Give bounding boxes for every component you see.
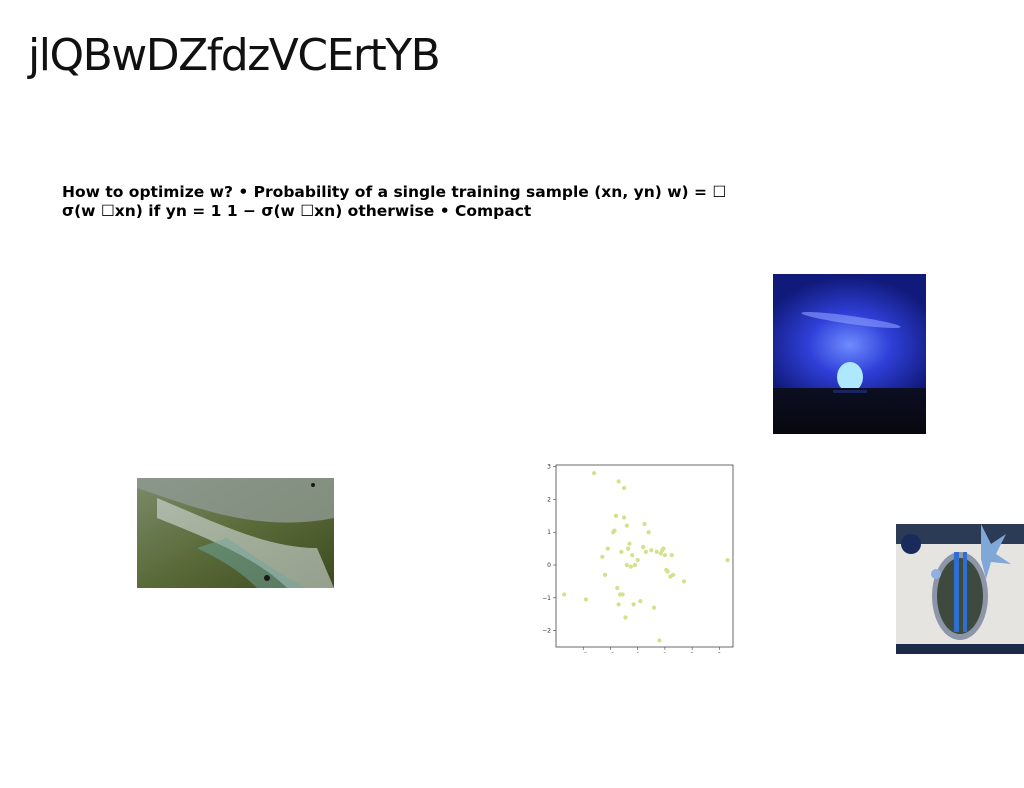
y-tick-label: 0 xyxy=(547,562,551,569)
scatter-point xyxy=(641,544,646,550)
scatter-chart-svg: −2 −1 0 1 2 3 −2 −1 0 1 2 3 xyxy=(542,464,734,653)
body-text: How to optimize w? • Probability of a si… xyxy=(62,183,727,220)
scatter-point xyxy=(583,597,589,602)
scatter-point xyxy=(621,515,627,520)
plot-frame xyxy=(555,464,734,648)
scatter-point xyxy=(615,585,620,591)
scatter-chart: −2 −1 0 1 2 3 −2 −1 0 1 2 3 xyxy=(535,458,740,653)
scatter-point xyxy=(621,485,627,491)
scatter-point xyxy=(626,546,631,551)
scatter-point xyxy=(669,553,674,558)
scatter-point xyxy=(617,592,623,597)
x-tick-label: −2 xyxy=(579,652,588,653)
scatter-point xyxy=(635,557,640,563)
y-tick-label: 2 xyxy=(547,496,551,503)
y-tick-label: 3 xyxy=(547,464,551,471)
y-tick-label: 1 xyxy=(547,529,551,536)
x-tick-label: 2 xyxy=(690,652,694,653)
scatter-point xyxy=(630,553,635,558)
scatter-point xyxy=(654,549,659,555)
scatter-point xyxy=(632,562,638,568)
x-tick-label: −1 xyxy=(606,652,615,653)
scatter-point xyxy=(562,592,567,597)
scatter-point xyxy=(661,546,666,551)
scatter-point xyxy=(613,513,619,518)
x-tick-label: 0 xyxy=(636,652,640,653)
scatter-point xyxy=(628,564,633,569)
scatter-point xyxy=(616,479,621,484)
scatter-point xyxy=(662,553,668,558)
scatter-point xyxy=(670,572,676,577)
scatter-point xyxy=(602,572,608,577)
scatter-point xyxy=(624,562,629,568)
x-tick-label: 3 xyxy=(717,652,721,653)
scatter-point xyxy=(681,579,687,584)
scatter-point xyxy=(646,530,651,535)
scatter-point xyxy=(658,551,663,556)
scatter-point xyxy=(627,541,632,546)
scatter-point xyxy=(651,605,657,610)
scatter-point xyxy=(642,521,647,527)
scatter-point xyxy=(638,598,643,604)
scatter-point xyxy=(649,548,654,553)
scatter-point xyxy=(612,528,617,533)
scatter-point xyxy=(616,602,621,607)
scatter-point xyxy=(631,602,636,607)
scatter-point xyxy=(725,557,730,563)
aerial-surf-photo xyxy=(137,478,334,588)
scatter-point xyxy=(605,546,610,551)
scatter-point xyxy=(643,549,648,555)
x-tick-label: 1 xyxy=(663,652,667,653)
table-setting-photo xyxy=(896,524,1024,654)
scatter-point xyxy=(600,554,605,559)
scatter-point xyxy=(657,638,662,643)
scatter-point xyxy=(619,549,624,555)
scatter-point xyxy=(624,523,629,528)
slide-title: jlQBwDZfdzVCErtYB xyxy=(28,30,441,81)
scatter-point xyxy=(623,615,628,620)
y-tick-label: −2 xyxy=(542,628,551,635)
sunset-photo xyxy=(773,274,926,434)
y-tick-label: −1 xyxy=(542,595,551,602)
scatter-point xyxy=(592,471,597,476)
scatter-point xyxy=(664,567,669,573)
